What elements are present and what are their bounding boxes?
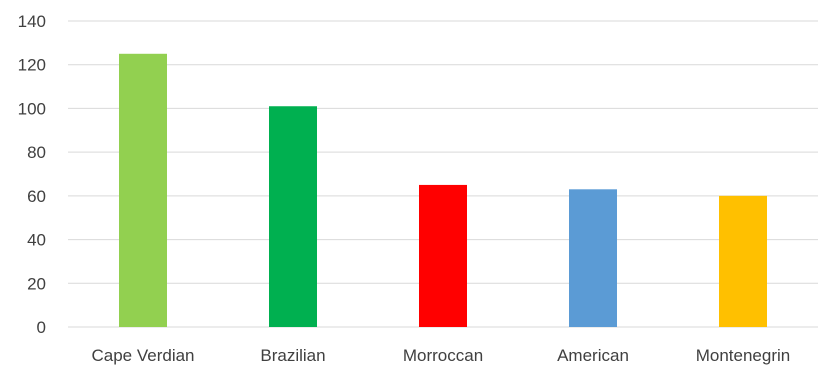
y-tick-label: 0 bbox=[37, 318, 46, 337]
y-tick-label: 60 bbox=[27, 187, 46, 206]
y-tick-label: 40 bbox=[27, 231, 46, 250]
bar-montenegrin bbox=[719, 195, 767, 327]
y-axis-tick-labels: 0 20 40 60 80 100 120 140 bbox=[18, 12, 46, 337]
y-tick-label: 20 bbox=[27, 274, 46, 293]
x-axis-category-labels: Cape Verdian Brazilian Morroccan American Mo… bbox=[91, 346, 790, 365]
x-category-label: Cape Verdian bbox=[91, 346, 194, 365]
x-category-label: Brazilian bbox=[260, 346, 325, 365]
y-tick-label: 80 bbox=[27, 143, 46, 162]
y-tick-label: 120 bbox=[18, 56, 46, 75]
bar-brazilian bbox=[269, 106, 317, 327]
bars bbox=[119, 53, 767, 328]
bar-cape-verdian bbox=[119, 53, 167, 328]
bar-american bbox=[569, 189, 617, 327]
x-category-label: Montenegrin bbox=[696, 346, 791, 365]
x-category-label: Morroccan bbox=[403, 346, 483, 365]
y-tick-label: 100 bbox=[18, 99, 46, 118]
bar-morroccan bbox=[419, 184, 467, 327]
y-tick-label: 140 bbox=[18, 12, 46, 31]
x-category-label: American bbox=[557, 346, 629, 365]
